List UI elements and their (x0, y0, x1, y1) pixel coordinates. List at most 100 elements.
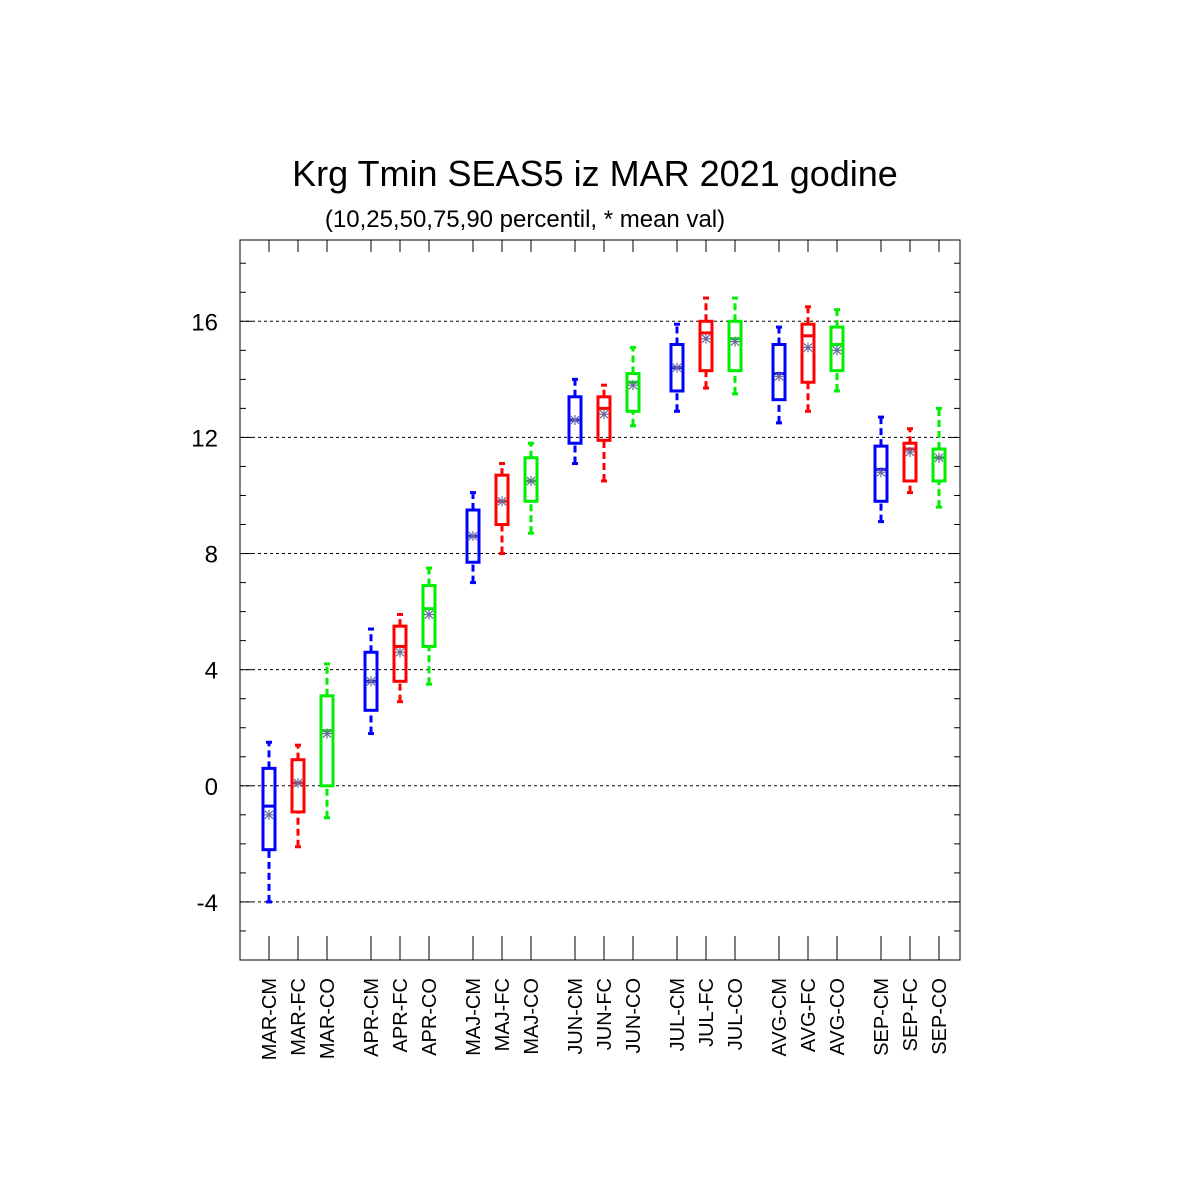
mean-stroke (497, 496, 507, 506)
mean-marker (701, 333, 711, 344)
x-tick-label-15: AVG-CM (769, 978, 791, 1057)
mean-stroke (424, 610, 434, 619)
iqr-box (727, 319, 743, 373)
mean-marker (395, 647, 405, 658)
x-tick-label-9: JUN-CM (565, 978, 587, 1055)
box-JUL-CM (669, 322, 685, 413)
mean-stroke (905, 447, 915, 457)
axes: -4 0 4 8 12 16 MAR-CM MAR-FC MAR-CO APR-CM APR-FC A… (191, 240, 960, 1060)
x-tick-label-0: MAR-CM (259, 978, 281, 1060)
x-tick-label-20: SEP-CO (929, 978, 951, 1055)
mean-marker (468, 531, 478, 542)
box-MAR-CO (319, 662, 335, 820)
y-tick-label-0: -4 (197, 890, 218, 917)
mean-stroke (803, 342, 813, 352)
box-APR-CO (421, 566, 437, 686)
mean-marker (876, 467, 886, 478)
mean-marker (424, 609, 434, 620)
chart-subtitle: (10,25,50,75,90 percentil, * mean val) (325, 206, 725, 233)
mean-marker (599, 409, 609, 420)
box-AVG-CM (771, 325, 787, 425)
x-tick-label-11: JUN-CO (623, 978, 645, 1054)
iqr-box (698, 319, 714, 373)
x-tick-label-8: MAJ-CO (521, 978, 543, 1055)
y-tick-label-5: 16 (191, 309, 218, 336)
plot-frame (239, 239, 961, 961)
y-tick-label-4: 12 (191, 425, 218, 452)
mean-marker (293, 777, 303, 788)
mean-stroke (628, 380, 638, 390)
x-tick-label-12: JUL-CM (667, 978, 689, 1051)
x-tick-label-6: MAJ-CM (463, 978, 485, 1056)
mean-stroke (934, 453, 944, 463)
box-SEP-CO (931, 406, 947, 509)
mean-marker (803, 342, 813, 353)
box-SEP-CM (873, 415, 889, 524)
mean-stroke (264, 810, 274, 820)
x-tick-label-3: APR-CM (361, 978, 383, 1057)
x-tick-label-18: SEP-CM (871, 978, 893, 1056)
mean-stroke (774, 372, 784, 381)
iqr-box (873, 444, 889, 503)
iqr-box (421, 583, 437, 648)
box-MAJ-CO (523, 441, 539, 535)
mean-stroke (526, 476, 536, 486)
x-tick-label-1: MAR-FC (288, 978, 310, 1056)
box-MAJ-CM (465, 491, 481, 585)
box-MAR-CM (261, 740, 277, 904)
mean-stroke (701, 334, 711, 344)
iqr-box (931, 447, 947, 483)
mean-stroke (468, 531, 478, 541)
x-tick-label-10: JUN-FC (594, 978, 616, 1050)
x-tick-label-19: SEP-FC (900, 978, 922, 1051)
mean-marker (934, 452, 944, 463)
mean-marker (570, 415, 580, 425)
mean-marker (672, 362, 682, 373)
box-SEP-FC (902, 427, 918, 495)
box-AVG-FC (800, 305, 816, 413)
x-tick-label-13: JUL-FC (696, 978, 718, 1047)
box-APR-CM (363, 627, 379, 736)
box-JUL-FC (698, 296, 714, 390)
y-tick-label-3: 8 (205, 542, 218, 569)
iqr-box (392, 624, 408, 683)
iqr-box (625, 372, 641, 413)
mean-marker (832, 345, 842, 356)
box-JUN-FC (596, 383, 612, 483)
iqr-box (596, 395, 612, 442)
mean-stroke (293, 778, 303, 788)
box-JUN-CM (567, 377, 583, 466)
mean-marker (322, 728, 332, 739)
box-MAJ-FC (494, 462, 510, 556)
x-tick-label-2: MAR-CO (317, 978, 339, 1059)
mean-stroke (832, 345, 842, 355)
x-tick-label-17: AVG-CO (827, 978, 849, 1055)
iqr-box (902, 441, 918, 483)
box-APR-FC (392, 613, 408, 704)
mean-stroke (395, 647, 405, 657)
y-tick-label-2: 4 (205, 658, 218, 685)
y-tick-label-1: 0 (205, 774, 218, 801)
mean-marker (366, 676, 376, 687)
mean-stroke (672, 363, 682, 373)
iqr-box (290, 758, 306, 814)
box-AVG-CO (829, 308, 845, 393)
iqr-box (261, 766, 277, 852)
box-JUN-CO (625, 345, 641, 428)
mean-marker (628, 380, 638, 391)
mean-stroke (366, 676, 376, 686)
mean-marker (905, 446, 915, 457)
mean-marker (526, 475, 536, 486)
chart-title: Krg Tmin SEAS5 iz MAR 2021 godine (292, 153, 898, 194)
mean-marker (264, 809, 274, 820)
mean-stroke (876, 467, 886, 477)
iqr-box (829, 325, 845, 373)
mean-marker (730, 336, 740, 347)
x-tick-label-14: JUL-CO (725, 978, 747, 1050)
box-MAR-FC (290, 743, 306, 849)
iqr-box (800, 322, 816, 384)
x-tick-label-4: APR-FC (390, 978, 412, 1052)
box-JUL-CO (727, 296, 743, 396)
x-tick-label-7: MAJ-FC (492, 978, 514, 1051)
